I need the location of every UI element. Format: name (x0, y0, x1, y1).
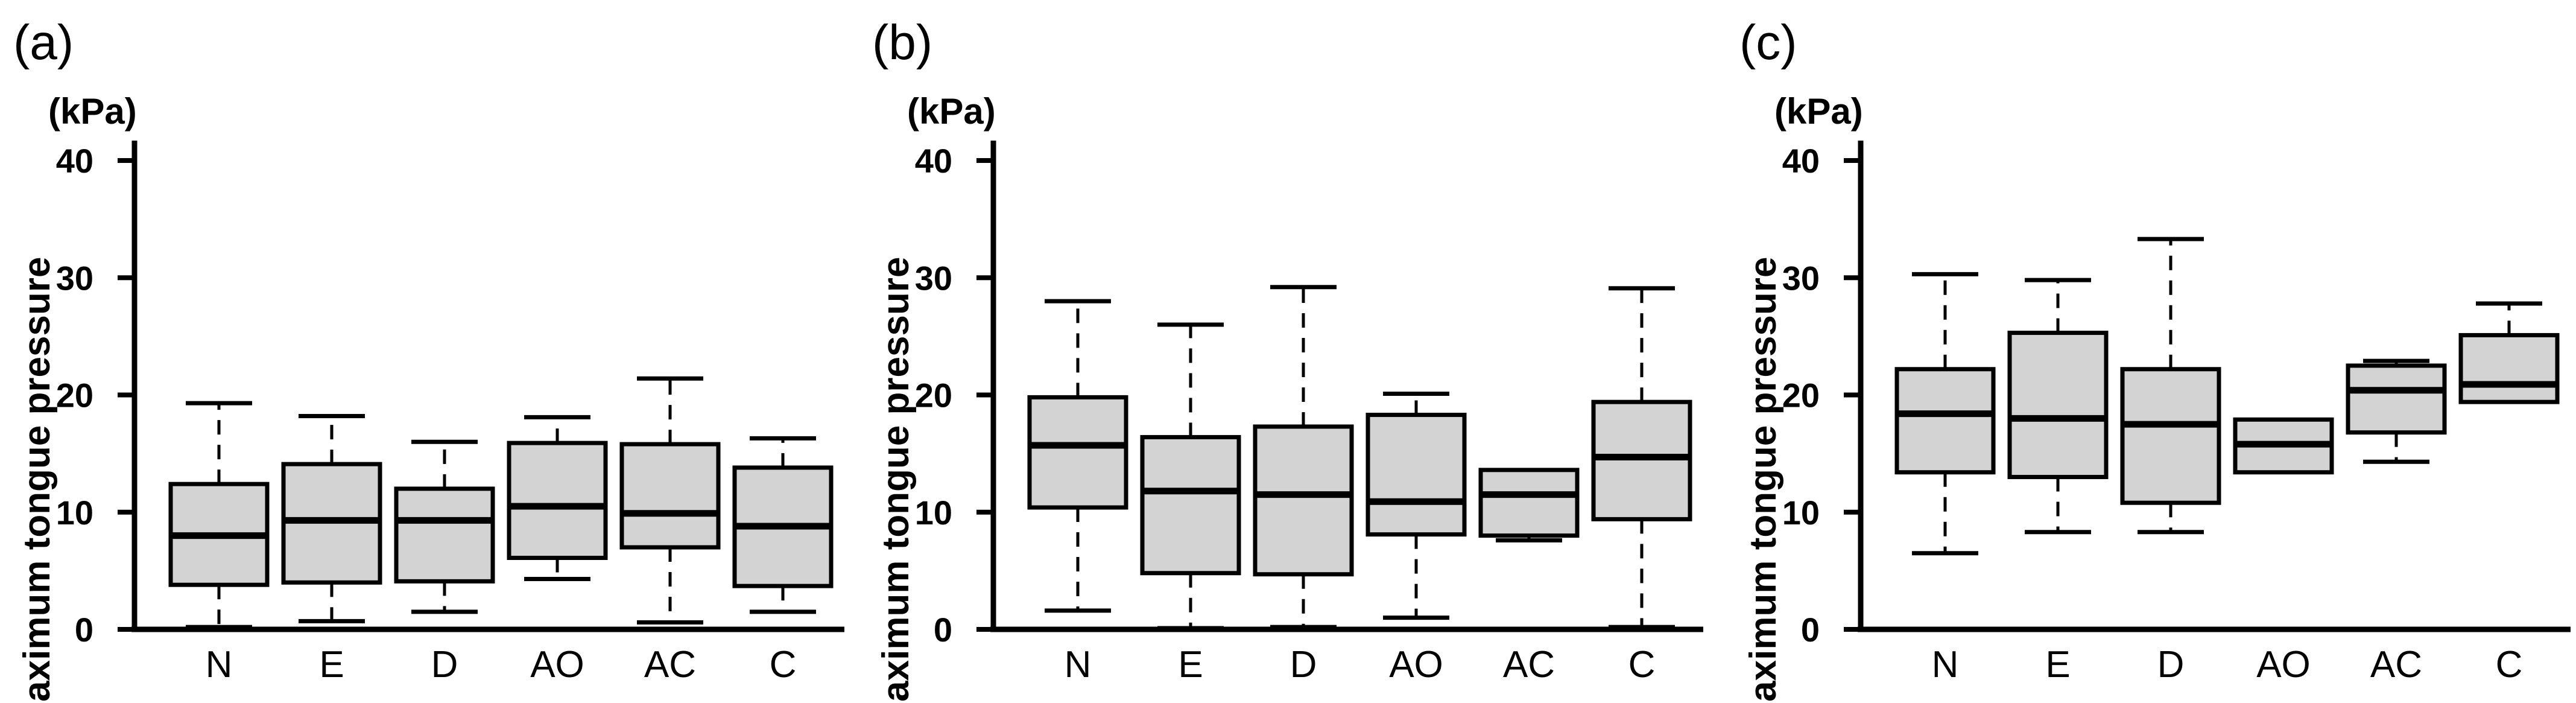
category-label-E: E (319, 644, 344, 686)
y-tick-label-10: 10 (56, 494, 93, 532)
panel-a-letter: (a) (13, 15, 74, 70)
category-label-N: N (1065, 644, 1092, 686)
y-tick-label-20: 20 (1782, 377, 1820, 415)
box-group-E: E (2007, 278, 2109, 686)
box-group-AC: AC (619, 376, 721, 686)
y-tick-label-0: 0 (1801, 611, 1820, 649)
panel-b: (b) (kPa) Maximum tongue pressure 0 10 20 3… (859, 0, 1726, 703)
y-tick-label-30: 30 (1782, 259, 1820, 297)
category-label-E: E (1178, 644, 1203, 686)
y-tick-label-20: 20 (56, 377, 93, 415)
y-tick-label-30: 30 (915, 259, 952, 297)
category-label-C: C (1628, 644, 1656, 686)
category-label-AO: AO (2256, 644, 2311, 686)
category-label-D: D (431, 644, 458, 686)
category-label-AC: AC (2370, 644, 2422, 686)
y-tick-label-0: 0 (934, 611, 952, 649)
box-group-D: D (1253, 285, 1354, 686)
iqr-box-C (2458, 332, 2560, 404)
box-group-AO: AO (2233, 417, 2334, 686)
panel-b-letter: (b) (872, 15, 933, 70)
iqr-box-AC (619, 442, 721, 550)
box-group-E: E (281, 413, 382, 686)
category-label-C: C (2496, 644, 2523, 686)
panel-a-plot-canvas: 0 10 20 30 40 N E D AO AC C (56, 141, 844, 686)
box-group-D: D (394, 439, 495, 686)
iqr-box-AO (1366, 413, 1467, 537)
category-label-AC: AC (644, 644, 696, 686)
box-group-AC: AC (1478, 468, 1580, 686)
iqr-box-E (1140, 434, 1241, 576)
category-label-N: N (1932, 644, 1959, 686)
iqr-box-AC (1478, 468, 1580, 538)
panel-a-unit-label: (kPa) (48, 91, 137, 132)
box-group-N: N (168, 401, 270, 686)
panel-b-unit-label: (kPa) (907, 91, 996, 132)
iqr-box-N (1894, 367, 1996, 475)
iqr-box-D (1253, 424, 1354, 577)
y-tick-label-10: 10 (1782, 494, 1820, 532)
box-group-C: C (2458, 301, 2560, 686)
box-group-D: D (2120, 237, 2221, 686)
panel-c-plot-canvas: 0 10 20 30 40 N E D AO AC C (1782, 141, 2571, 686)
panel-c: (c) (kPa) Maximum tongue pressure 0 10 20 3… (1726, 0, 2576, 703)
category-label-C: C (770, 644, 797, 686)
category-label-D: D (2157, 644, 2185, 686)
y-tick-label-40: 40 (915, 142, 952, 180)
box-group-AC: AC (2346, 358, 2447, 686)
y-tick-label-10: 10 (915, 494, 952, 532)
box-group-N: N (1894, 272, 1996, 686)
category-label-N: N (206, 644, 233, 686)
box-group-AO: AO (1366, 392, 1467, 686)
iqr-box-AC (2346, 363, 2447, 435)
category-label-D: D (1290, 644, 1317, 686)
category-label-AC: AC (1503, 644, 1555, 686)
category-label-AO: AO (1389, 644, 1443, 686)
iqr-box-C (1591, 399, 1692, 521)
box-group-C: C (732, 436, 834, 686)
panel-c-unit-label: (kPa) (1774, 91, 1863, 132)
panel-a: (a) (kPa) Maximum tongue pressure 0 10 20 3… (0, 0, 859, 703)
iqr-box-E (2007, 331, 2109, 479)
iqr-box-D (394, 486, 495, 584)
y-tick-label-20: 20 (915, 377, 952, 415)
box-group-E: E (1140, 322, 1241, 686)
panel-b-plot-canvas: 0 10 20 30 40 N E D AO AC C (915, 141, 1703, 686)
y-tick-label-40: 40 (1782, 142, 1820, 180)
y-tick-label-40: 40 (56, 142, 93, 180)
box-group-AO: AO (507, 415, 608, 686)
y-tick-label-0: 0 (75, 611, 93, 649)
box-group-C: C (1591, 286, 1692, 686)
iqr-box-AO (507, 441, 608, 561)
panel-c-letter: (c) (1739, 15, 1797, 70)
iqr-box-D (2120, 367, 2221, 505)
box-group-N: N (1027, 299, 1128, 686)
category-label-E: E (2045, 644, 2070, 686)
y-tick-label-30: 30 (56, 259, 93, 297)
category-label-AO: AO (530, 644, 584, 686)
iqr-box-N (1027, 395, 1128, 510)
